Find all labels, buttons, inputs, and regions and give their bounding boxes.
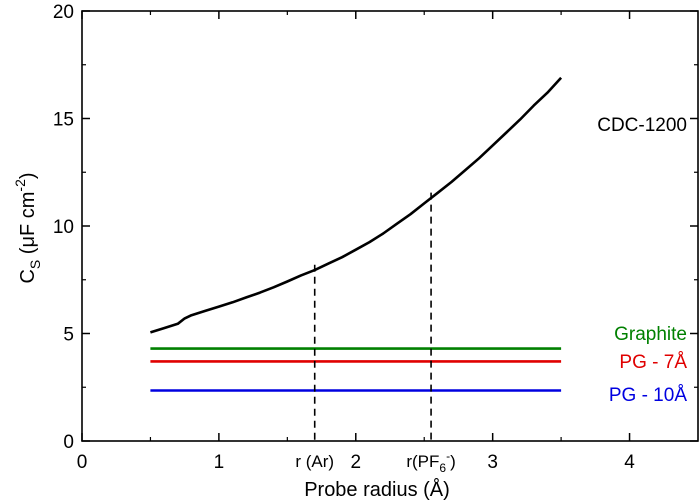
- series-label-0: CDC-1200: [597, 115, 687, 136]
- series-label-1: Graphite: [614, 324, 687, 345]
- series-label-2: PG - 7Å: [619, 352, 687, 373]
- x-tick-label-4: 4: [624, 452, 635, 473]
- y-tick-label-4: 20: [53, 2, 74, 23]
- y-axis-title-sub: S: [27, 260, 43, 269]
- x-tick-label-2: 2: [350, 452, 361, 473]
- annotation-label-ar: r (Ar): [295, 452, 334, 471]
- x-tick-label-0: 0: [77, 452, 88, 473]
- series-label-3: PG - 10Å: [609, 385, 687, 406]
- x-tick-label-1: 1: [214, 452, 225, 473]
- y-tick-label-1: 5: [63, 325, 74, 346]
- y-tick-label-0: 0: [63, 432, 74, 453]
- y-tick-label-3: 15: [53, 110, 74, 131]
- plot-frame: [81, 10, 699, 442]
- x-tick-label-3: 3: [487, 452, 498, 473]
- series-line-0: [150, 76, 563, 334]
- x-axis-title: Probe radius (Å): [304, 478, 450, 501]
- y-axis-title-unit-close: ): [17, 172, 39, 179]
- y-axis-title: CS (μF cm-2): [12, 172, 43, 283]
- y-axis-title-unit: (μF cm: [17, 192, 39, 260]
- y-axis-title-unit-sup: -2: [12, 179, 28, 192]
- y-tick-label-2: 10: [53, 217, 74, 238]
- plot-area: 0 1 2 3 4 0 5 10 15 20 CDC-1200 Graphite PG - 7Å PG -…: [53, 2, 699, 475]
- annotation-label-pf6: r(PF6-): [406, 449, 455, 475]
- y-axis-title-main: C: [17, 269, 39, 283]
